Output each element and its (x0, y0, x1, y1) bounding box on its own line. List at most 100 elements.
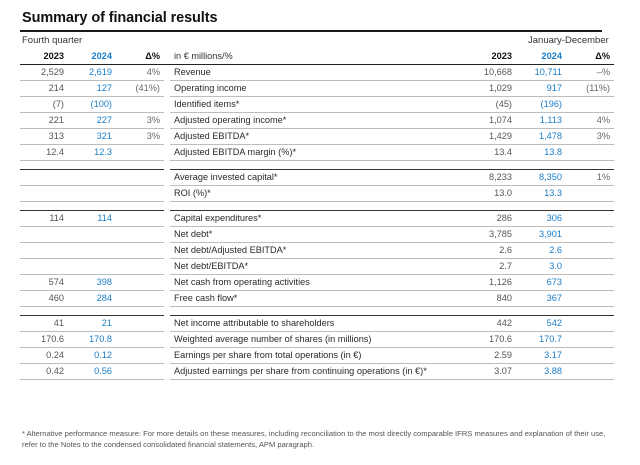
quarter-2024-cell (68, 258, 116, 275)
quarter-2024-cell: 0.56 (68, 363, 116, 380)
quarter-2023-cell: 460 (20, 290, 68, 307)
year-delta-cell (566, 96, 614, 113)
quarter-2024-cell (68, 168, 116, 186)
quarter-2023-cell: 0.42 (20, 363, 68, 380)
year-2024-cell: 306 (516, 209, 566, 227)
row-label: Adjusted earnings per share from continu… (170, 363, 466, 380)
quarter-2023-cell: 2,529 (20, 64, 68, 81)
row-label: Net debt/Adjusted EBITDA* (170, 242, 466, 259)
year-2024-cell: 673 (516, 274, 566, 291)
row-label: Net debt* (170, 226, 466, 243)
year-2024-cell: 3.17 (516, 347, 566, 364)
footnote: * Alternative performance measure: For m… (22, 429, 606, 449)
year-2023-cell: 1,126 (466, 274, 516, 291)
row-label: Adjusted operating income* (170, 112, 466, 129)
quarter-delta-cell (116, 242, 164, 259)
year-2023-cell: 2.59 (466, 347, 516, 364)
quarter-2024-cell: 21 (68, 314, 116, 332)
year-2023-cell: 13.0 (466, 185, 516, 202)
table-row: Net debt/Adjusted EBITDA* 2.6 2.6 (20, 242, 614, 259)
year-2023-cell: 2.6 (466, 242, 516, 259)
quarter-delta-cell: 3% (116, 128, 164, 145)
year-2023-cell: 10,668 (466, 64, 516, 81)
quarter-delta-cell: 4% (116, 64, 164, 81)
quarter-delta-cell (116, 226, 164, 243)
row-label: Average invested capital* (170, 168, 466, 186)
year-2024-cell: 1,478 (516, 128, 566, 145)
quarter-delta-cell (116, 347, 164, 364)
year-2024-cell: 917 (516, 80, 566, 97)
quarter-2023-cell (20, 258, 68, 275)
year-delta-cell (566, 274, 614, 291)
year-2024-cell: 3.0 (516, 258, 566, 275)
year-delta-cell: 3% (566, 128, 614, 145)
quarter-delta-cell: (41%) (116, 80, 164, 97)
row-label: Free cash flow* (170, 290, 466, 307)
header-row: 2023 2024 Δ% in € millions/% 2023 2024 Δ… (20, 48, 614, 65)
table-row: 214 127 (41%) Operating income 1,029 917 (11%) (20, 80, 614, 97)
header-q-2024: 2024 (68, 48, 116, 65)
year-delta-cell (566, 242, 614, 259)
table-row: 41 21 Net income attributable to sharehold… (20, 314, 614, 332)
table-row: 114 114 Capital expenditures* 286 306 (20, 209, 614, 227)
row-label: ROI (%)* (170, 185, 466, 202)
quarter-delta-cell (116, 274, 164, 291)
year-2023-cell: (45) (466, 96, 516, 113)
table-row: ROI (%)* 13.0 13.3 (20, 185, 614, 202)
header-unit: in € millions/% (170, 48, 466, 65)
quarter-2023-cell: 114 (20, 209, 68, 227)
quarter-delta-cell (116, 168, 164, 186)
table-row: 313 321 3% Adjusted EBITDA* 1,429 1,478 3% (20, 128, 614, 145)
quarter-delta-cell: 3% (116, 112, 164, 129)
quarter-2024-cell: 12.3 (68, 144, 116, 161)
quarter-2024-cell: 0.12 (68, 347, 116, 364)
year-delta-cell: 4% (566, 112, 614, 129)
quarter-2024-cell: 284 (68, 290, 116, 307)
page-title: Summary of financial results (22, 10, 218, 26)
table-row: 0.42 0.56 Adjusted earnings per share from… (20, 363, 614, 380)
period-right-label: January-December (528, 35, 609, 46)
row-label: Revenue (170, 64, 466, 81)
quarter-delta-cell (116, 363, 164, 380)
year-delta-cell: 1% (566, 168, 614, 186)
year-2023-cell: 2.7 (466, 258, 516, 275)
quarter-2024-cell (68, 242, 116, 259)
year-2023-cell: 1,074 (466, 112, 516, 129)
table-row: 2,529 2,619 4% Revenue 10,668 10,711 –% (20, 64, 614, 81)
quarter-delta-cell (116, 185, 164, 202)
quarter-2023-cell: 221 (20, 112, 68, 129)
quarter-2023-cell (20, 168, 68, 186)
quarter-2023-cell: 313 (20, 128, 68, 145)
year-2023-cell: 442 (466, 314, 516, 332)
quarter-2023-cell (20, 226, 68, 243)
row-label: Identified items* (170, 96, 466, 113)
table-row: 170.6 170.8 Weighted average number of sha… (20, 331, 614, 348)
quarter-2024-cell: 227 (68, 112, 116, 129)
row-label: Operating income (170, 80, 466, 97)
row-label: Net debt/EBITDA* (170, 258, 466, 275)
table-row: Average invested capital* 8,233 8,350 1% (20, 168, 614, 186)
year-2023-cell: 8,233 (466, 168, 516, 186)
quarter-2023-cell: 41 (20, 314, 68, 332)
quarter-delta-cell (116, 209, 164, 227)
year-2023-cell: 1,029 (466, 80, 516, 97)
year-2024-cell: 2.6 (516, 242, 566, 259)
year-2024-cell: (196) (516, 96, 566, 113)
year-2024-cell: 8,350 (516, 168, 566, 186)
group-spacer (20, 201, 614, 210)
row-label: Net income attributable to shareholders (170, 314, 466, 332)
table-row: 574 398 Net cash from operating activities… (20, 274, 614, 291)
table-row: (7) (100) Identified items* (45) (196) (20, 96, 614, 113)
header-y-2024: 2024 (516, 48, 566, 65)
header-q-2023: 2023 (20, 48, 68, 65)
quarter-2023-cell: 0.24 (20, 347, 68, 364)
quarter-delta-cell (116, 331, 164, 348)
quarter-delta-cell (116, 144, 164, 161)
row-label: Earnings per share from total operations… (170, 347, 466, 364)
year-2024-cell: 542 (516, 314, 566, 332)
quarter-2024-cell: 127 (68, 80, 116, 97)
year-delta-cell (566, 258, 614, 275)
quarter-2024-cell: 321 (68, 128, 116, 145)
header-q-delta: Δ% (116, 48, 164, 65)
